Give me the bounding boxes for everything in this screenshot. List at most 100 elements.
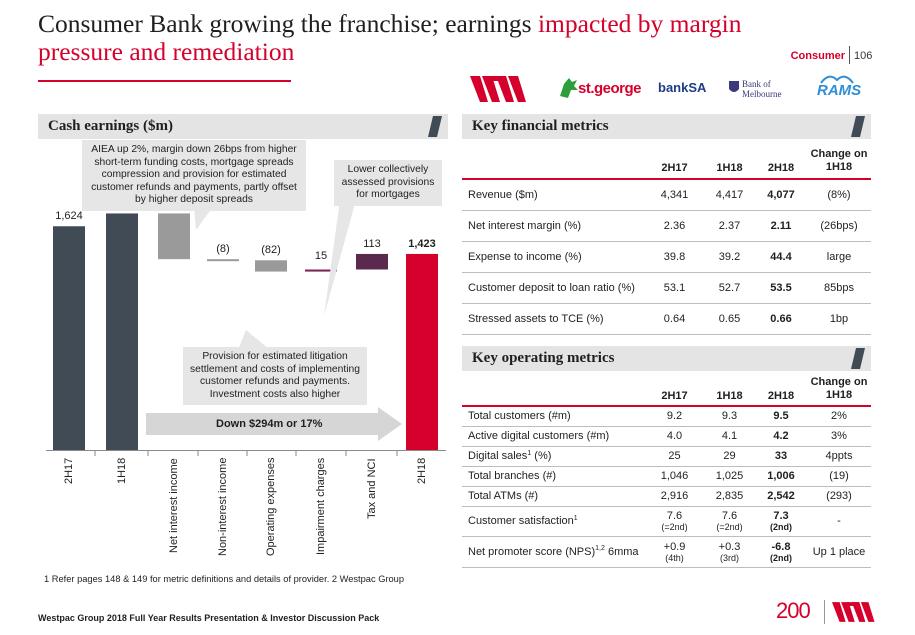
x-axis-label: Tax and NCI bbox=[366, 458, 378, 519]
metric-value: 2,835 bbox=[715, 490, 744, 502]
brand-logos: st.george bankSA Bank of Melbourne RAMS bbox=[470, 74, 900, 104]
metric-value: 2.36 bbox=[663, 219, 686, 232]
metric-label-footnote: 1,2 bbox=[595, 545, 605, 553]
column-header: 2H18 bbox=[767, 162, 795, 174]
metric-label: Digital sales1 (%) bbox=[462, 446, 645, 466]
metric-value-v2: +0.3 (3rd) bbox=[704, 536, 755, 567]
metric-value: 7.6 bbox=[666, 510, 683, 522]
metric-value-v3: 2,542 bbox=[755, 486, 807, 506]
table-row: Customer satisfaction1 7.6 (=2nd) 7.6 (=2nd)… bbox=[462, 506, 871, 536]
metric-label-suffix: (%) bbox=[531, 450, 552, 463]
decline-arrow bbox=[146, 407, 402, 441]
dragon-icon bbox=[560, 78, 578, 98]
metric-label-suffix: 6mma bbox=[604, 545, 639, 558]
financial-metrics-header-row: 2H17 1H18 2H18 Change on 1H18 bbox=[462, 146, 871, 179]
impairment-callout-text: Lower collectively assessed provisions f… bbox=[341, 164, 435, 200]
metric-value: 25 bbox=[668, 450, 681, 462]
table-row: Expense to income (%) 39.8 39.2 44.4 large bbox=[462, 241, 871, 272]
nii-callout: AIEA up 2%, margin down 26bps from highe… bbox=[82, 140, 306, 211]
metric-change: 2% bbox=[831, 410, 847, 423]
financial-metrics-table: 2H17 1H18 2H18 Change on 1H18 Revenue ($… bbox=[462, 146, 871, 335]
metric-value: 0.66 bbox=[770, 312, 792, 325]
metric-change: (19) bbox=[829, 470, 849, 482]
metric-label-text: Expense to income (%) bbox=[468, 250, 582, 263]
bar-data-label: 1,423 bbox=[408, 237, 436, 250]
metric-change: 85bps bbox=[824, 281, 854, 294]
metric-value: 9.2 bbox=[666, 410, 683, 423]
metric-label-text: Revenue ($m) bbox=[468, 188, 538, 201]
metric-label: Stressed assets to TCE (%) bbox=[462, 303, 645, 334]
column-header-metric bbox=[462, 376, 645, 406]
metric-label: Customer satisfaction1 bbox=[462, 506, 645, 536]
table-row: Revenue ($m) 4,341 4,417 4,077 (8%) bbox=[462, 179, 871, 210]
footnote: 1 Refer pages 148 & 149 for metric defin… bbox=[44, 574, 405, 584]
table-row: Total ATMs (#) 2,916 2,835 2,542 (293) bbox=[462, 486, 871, 506]
impairment-callout: Lower collectively assessed provisions f… bbox=[334, 160, 442, 206]
metric-value: 53.5 bbox=[770, 281, 792, 294]
metric-rank: (4th) bbox=[665, 552, 684, 563]
cash-earnings-header: Cash earnings ($m) bbox=[38, 114, 448, 139]
metric-change: large bbox=[826, 250, 852, 263]
metric-value-v3: 4.2 bbox=[755, 426, 807, 446]
metric-label-text: Net interest margin (%) bbox=[468, 219, 582, 232]
metric-value: 39.8 bbox=[663, 250, 686, 263]
rams-logo: RAMS bbox=[817, 75, 861, 99]
metric-label: Revenue ($m) bbox=[462, 179, 645, 210]
metric-change: (293) bbox=[826, 490, 852, 502]
metric-label-footnote: 1 bbox=[573, 514, 578, 522]
table-row: Total customers (#m) 9.2 9.3 9.5 2% bbox=[462, 406, 871, 426]
metric-label: Net interest margin (%) bbox=[462, 210, 645, 241]
table-row: Active digital customers (#m) 4.0 4.1 4.2 3% bbox=[462, 426, 871, 446]
metric-value-v1: 0.64 bbox=[645, 303, 704, 334]
metric-value: -6.8 bbox=[771, 540, 791, 553]
decline-arrow-label: Down $294m or 17% bbox=[216, 418, 323, 430]
metric-label-text: Stressed assets to TCE (%) bbox=[468, 312, 604, 325]
table-row: Digital sales1 (%) 25 29 33 4ppts bbox=[462, 446, 871, 466]
metric-value: 1,046 bbox=[660, 470, 689, 482]
section-label: Consumer bbox=[790, 50, 845, 62]
metric-value-v3: 7.3 (2nd) bbox=[755, 506, 807, 536]
metric-value-v3: 4,077 bbox=[755, 179, 807, 210]
metric-label-text: Total ATMs (#) bbox=[468, 490, 539, 502]
metric-value: +0.9 bbox=[663, 540, 686, 553]
metric-value: 4,077 bbox=[767, 188, 795, 201]
metric-rank: (3rd) bbox=[719, 552, 739, 563]
metric-label: Total customers (#m) bbox=[462, 406, 645, 426]
x-axis-label: Operating expenses bbox=[265, 457, 277, 556]
metric-value-v1: 4.0 bbox=[645, 426, 704, 446]
table-row: Stressed assets to TCE (%) 0.64 0.65 0.66 1b… bbox=[462, 303, 871, 334]
metric-value-v2: 9.3 bbox=[704, 406, 755, 426]
bar-data-label: (82) bbox=[261, 244, 281, 257]
waterfall-bar bbox=[255, 260, 287, 272]
cash-earnings-chart bbox=[46, 213, 446, 456]
rams-text: RAMS bbox=[817, 82, 862, 99]
crest-icon bbox=[729, 81, 739, 92]
financial-metrics-title: Key financial metrics bbox=[472, 118, 609, 134]
operating-metrics-table: 2H17 1H18 2H18 Change on 1H18 Total cust… bbox=[462, 376, 871, 568]
metric-value: 4.1 bbox=[721, 430, 738, 442]
metric-value-v2: 4,417 bbox=[704, 179, 755, 210]
column-header: 1H18 bbox=[716, 390, 743, 402]
metric-value-v2: 7.6 (=2nd) bbox=[704, 506, 755, 536]
metric-value-v1: +0.9 (4th) bbox=[645, 536, 704, 567]
metric-change: 3% bbox=[831, 430, 847, 442]
nii-callout-pointer bbox=[194, 208, 212, 230]
metric-rank: (=2nd) bbox=[661, 522, 688, 532]
st-george-logo: st.george bbox=[558, 76, 648, 102]
waterfall-bar bbox=[207, 259, 239, 262]
metric-value-v1: 1,046 bbox=[645, 466, 704, 486]
metric-value: 4.2 bbox=[773, 430, 789, 442]
metric-change: 1bp bbox=[829, 312, 849, 325]
metric-value-v2: 52.7 bbox=[704, 272, 755, 303]
metric-value: 2,542 bbox=[767, 490, 795, 502]
waterfall-bar bbox=[53, 226, 85, 450]
metric-value: 4.0 bbox=[666, 430, 683, 442]
title-prefix: Consumer Bank growing the franchise; ear… bbox=[38, 9, 538, 38]
westpac-logo-icon bbox=[832, 602, 875, 622]
column-header: 2H18 bbox=[767, 390, 795, 402]
metric-label-text: Net promoter score (NPS) bbox=[468, 545, 596, 558]
metric-value-v2: 1,025 bbox=[704, 466, 755, 486]
footer-text: Westpac Group 2018 Full Year Results Pre… bbox=[38, 613, 380, 623]
metric-label-text: Customer deposit to loan ratio (%) bbox=[468, 281, 635, 294]
metric-change: Up 1 place bbox=[812, 545, 866, 558]
